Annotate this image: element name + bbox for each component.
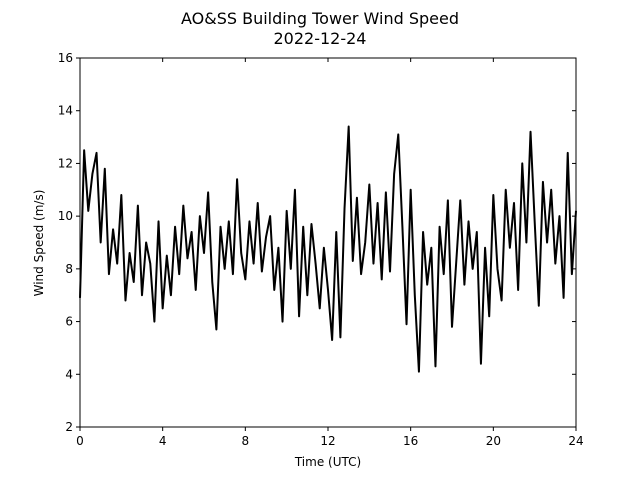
y-tick-label: 2 bbox=[65, 420, 73, 434]
plot-frame bbox=[79, 57, 577, 428]
data-line bbox=[79, 125, 577, 373]
x-tick-label: 20 bbox=[486, 434, 501, 448]
x-tick-label: 12 bbox=[320, 434, 335, 448]
x-axis-label: Time (UTC) bbox=[294, 455, 361, 469]
y-tick-label: 10 bbox=[58, 209, 73, 223]
x-tick-label: 0 bbox=[76, 434, 84, 448]
x-tick-label: 24 bbox=[568, 434, 583, 448]
y-tick-label: 16 bbox=[58, 51, 73, 65]
y-tick-label: 14 bbox=[58, 104, 73, 118]
y-axis-label: Wind Speed (m/s) bbox=[32, 190, 46, 297]
y-tick-label: 4 bbox=[65, 367, 73, 381]
chart-title: AO&SS Building Tower Wind Speed bbox=[181, 9, 459, 28]
y-tick-label: 6 bbox=[65, 315, 73, 329]
x-tick-label: 4 bbox=[159, 434, 167, 448]
x-tick-label: 8 bbox=[242, 434, 250, 448]
x-tick-label: 16 bbox=[403, 434, 418, 448]
y-tick-label: 8 bbox=[65, 262, 73, 276]
chart-subtitle: 2022-12-24 bbox=[274, 29, 367, 48]
y-tick-label: 12 bbox=[58, 156, 73, 170]
